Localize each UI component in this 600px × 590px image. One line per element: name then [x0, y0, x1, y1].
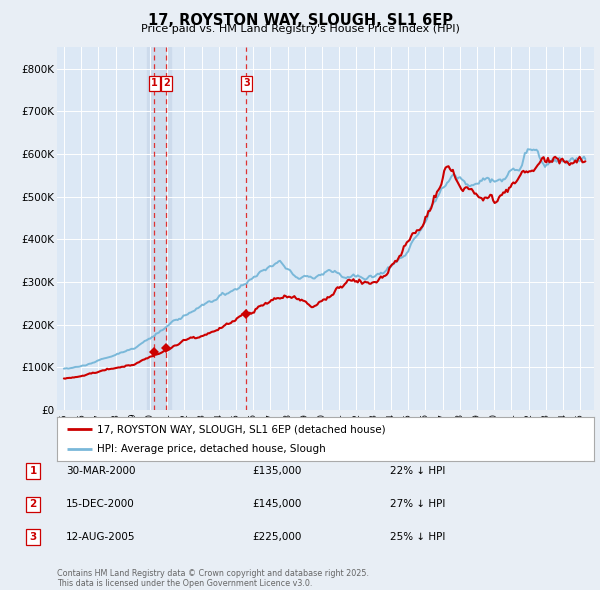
Text: 2: 2 — [163, 78, 170, 88]
Text: 1: 1 — [151, 78, 157, 88]
Text: 2: 2 — [29, 500, 37, 509]
Text: 12-AUG-2005: 12-AUG-2005 — [66, 532, 136, 542]
Text: 15-DEC-2000: 15-DEC-2000 — [66, 500, 135, 509]
Text: £225,000: £225,000 — [252, 532, 301, 542]
Text: 3: 3 — [243, 78, 250, 88]
Text: 27% ↓ HPI: 27% ↓ HPI — [390, 500, 445, 509]
Text: 3: 3 — [29, 532, 37, 542]
Text: £145,000: £145,000 — [252, 500, 301, 509]
Text: 17, ROYSTON WAY, SLOUGH, SL1 6EP: 17, ROYSTON WAY, SLOUGH, SL1 6EP — [148, 13, 452, 28]
Text: 25% ↓ HPI: 25% ↓ HPI — [390, 532, 445, 542]
Text: 30-MAR-2000: 30-MAR-2000 — [66, 466, 136, 476]
Text: 22% ↓ HPI: 22% ↓ HPI — [390, 466, 445, 476]
Text: Price paid vs. HM Land Registry's House Price Index (HPI): Price paid vs. HM Land Registry's House … — [140, 24, 460, 34]
Text: 17, ROYSTON WAY, SLOUGH, SL1 6EP (detached house): 17, ROYSTON WAY, SLOUGH, SL1 6EP (detach… — [97, 424, 386, 434]
Text: 1: 1 — [29, 466, 37, 476]
Text: HPI: Average price, detached house, Slough: HPI: Average price, detached house, Slou… — [97, 444, 326, 454]
Text: Contains HM Land Registry data © Crown copyright and database right 2025.
This d: Contains HM Land Registry data © Crown c… — [57, 569, 369, 588]
Bar — [146, 47, 170, 410]
Text: £135,000: £135,000 — [252, 466, 301, 476]
